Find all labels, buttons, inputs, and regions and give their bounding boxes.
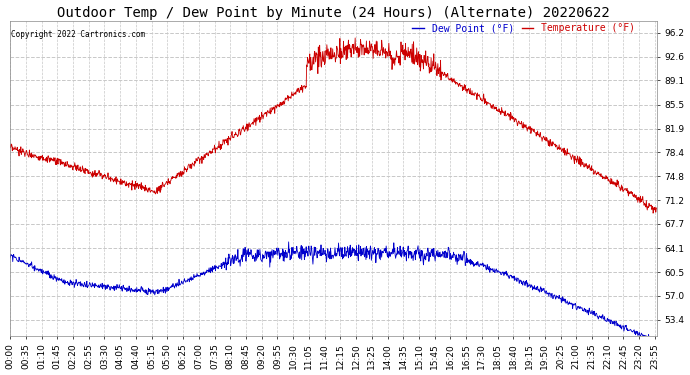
Legend: Dew Point (°F), Temperature (°F): Dew Point (°F), Temperature (°F): [408, 19, 639, 37]
Title: Outdoor Temp / Dew Point by Minute (24 Hours) (Alternate) 20220622: Outdoor Temp / Dew Point by Minute (24 H…: [57, 6, 610, 20]
Text: Copyright 2022 Cartronics.com: Copyright 2022 Cartronics.com: [11, 30, 146, 39]
